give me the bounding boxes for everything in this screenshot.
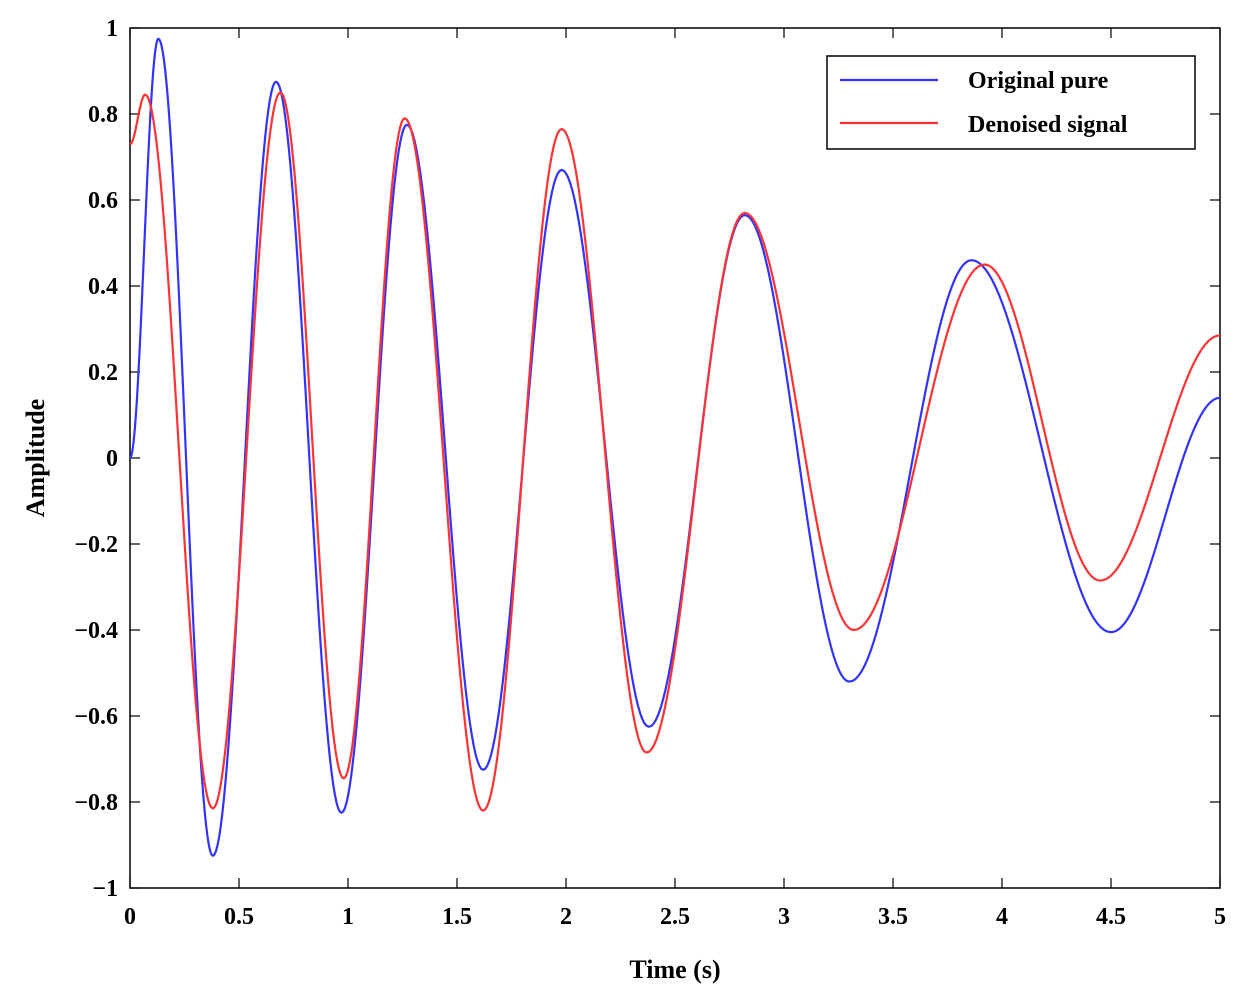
y-tick-label: 0.4 [88,274,118,300]
y-tick-label: 1 [106,16,118,42]
x-tick-label: 1.5 [442,904,472,930]
axis-ticks: 0 0.5 1 1.5 2 2.5 3 3.5 4 4.5 5 −1 −0.8 −0.6 −0.4 −0.2 0… [74,16,1226,930]
x-tick-label: 4.5 [1096,904,1126,930]
legend-label-original-pure: Original pure [968,68,1109,94]
y-tick-label: −0.2 [74,532,118,558]
x-tick-label: 3.5 [878,904,908,930]
x-tick-label: 0 [124,904,136,930]
series-layer [129,37,1221,857]
x-axis-title: Time (s) [629,955,720,984]
y-tick-label: 0.2 [88,360,118,386]
y-tick-label: −0.4 [74,618,118,644]
series-line-denoised-signal [129,91,1221,812]
y-tick-label: 0.6 [88,188,118,214]
legend-label-denoised-signal: Denoised signal [968,112,1128,138]
y-tick-label: −0.8 [74,790,118,816]
x-tick-label: 5 [1214,904,1226,930]
y-tick-label: −0.6 [74,704,118,730]
y-tick-label: −1 [92,876,118,902]
x-tick-label: 3 [778,904,790,930]
x-tick-label: 2.5 [660,904,690,930]
y-tick-label: 0.8 [88,102,118,128]
legend-box [826,55,1196,150]
legend: Original pure Denoised signal [826,55,1196,150]
x-tick-label: 2 [560,904,572,930]
x-tick-label: 4 [996,904,1008,930]
x-tick-label: 0.5 [224,904,254,930]
y-axis-title: Amplitude [21,399,50,517]
x-tick-label: 1 [342,904,354,930]
y-tick-label: 0 [106,446,118,472]
